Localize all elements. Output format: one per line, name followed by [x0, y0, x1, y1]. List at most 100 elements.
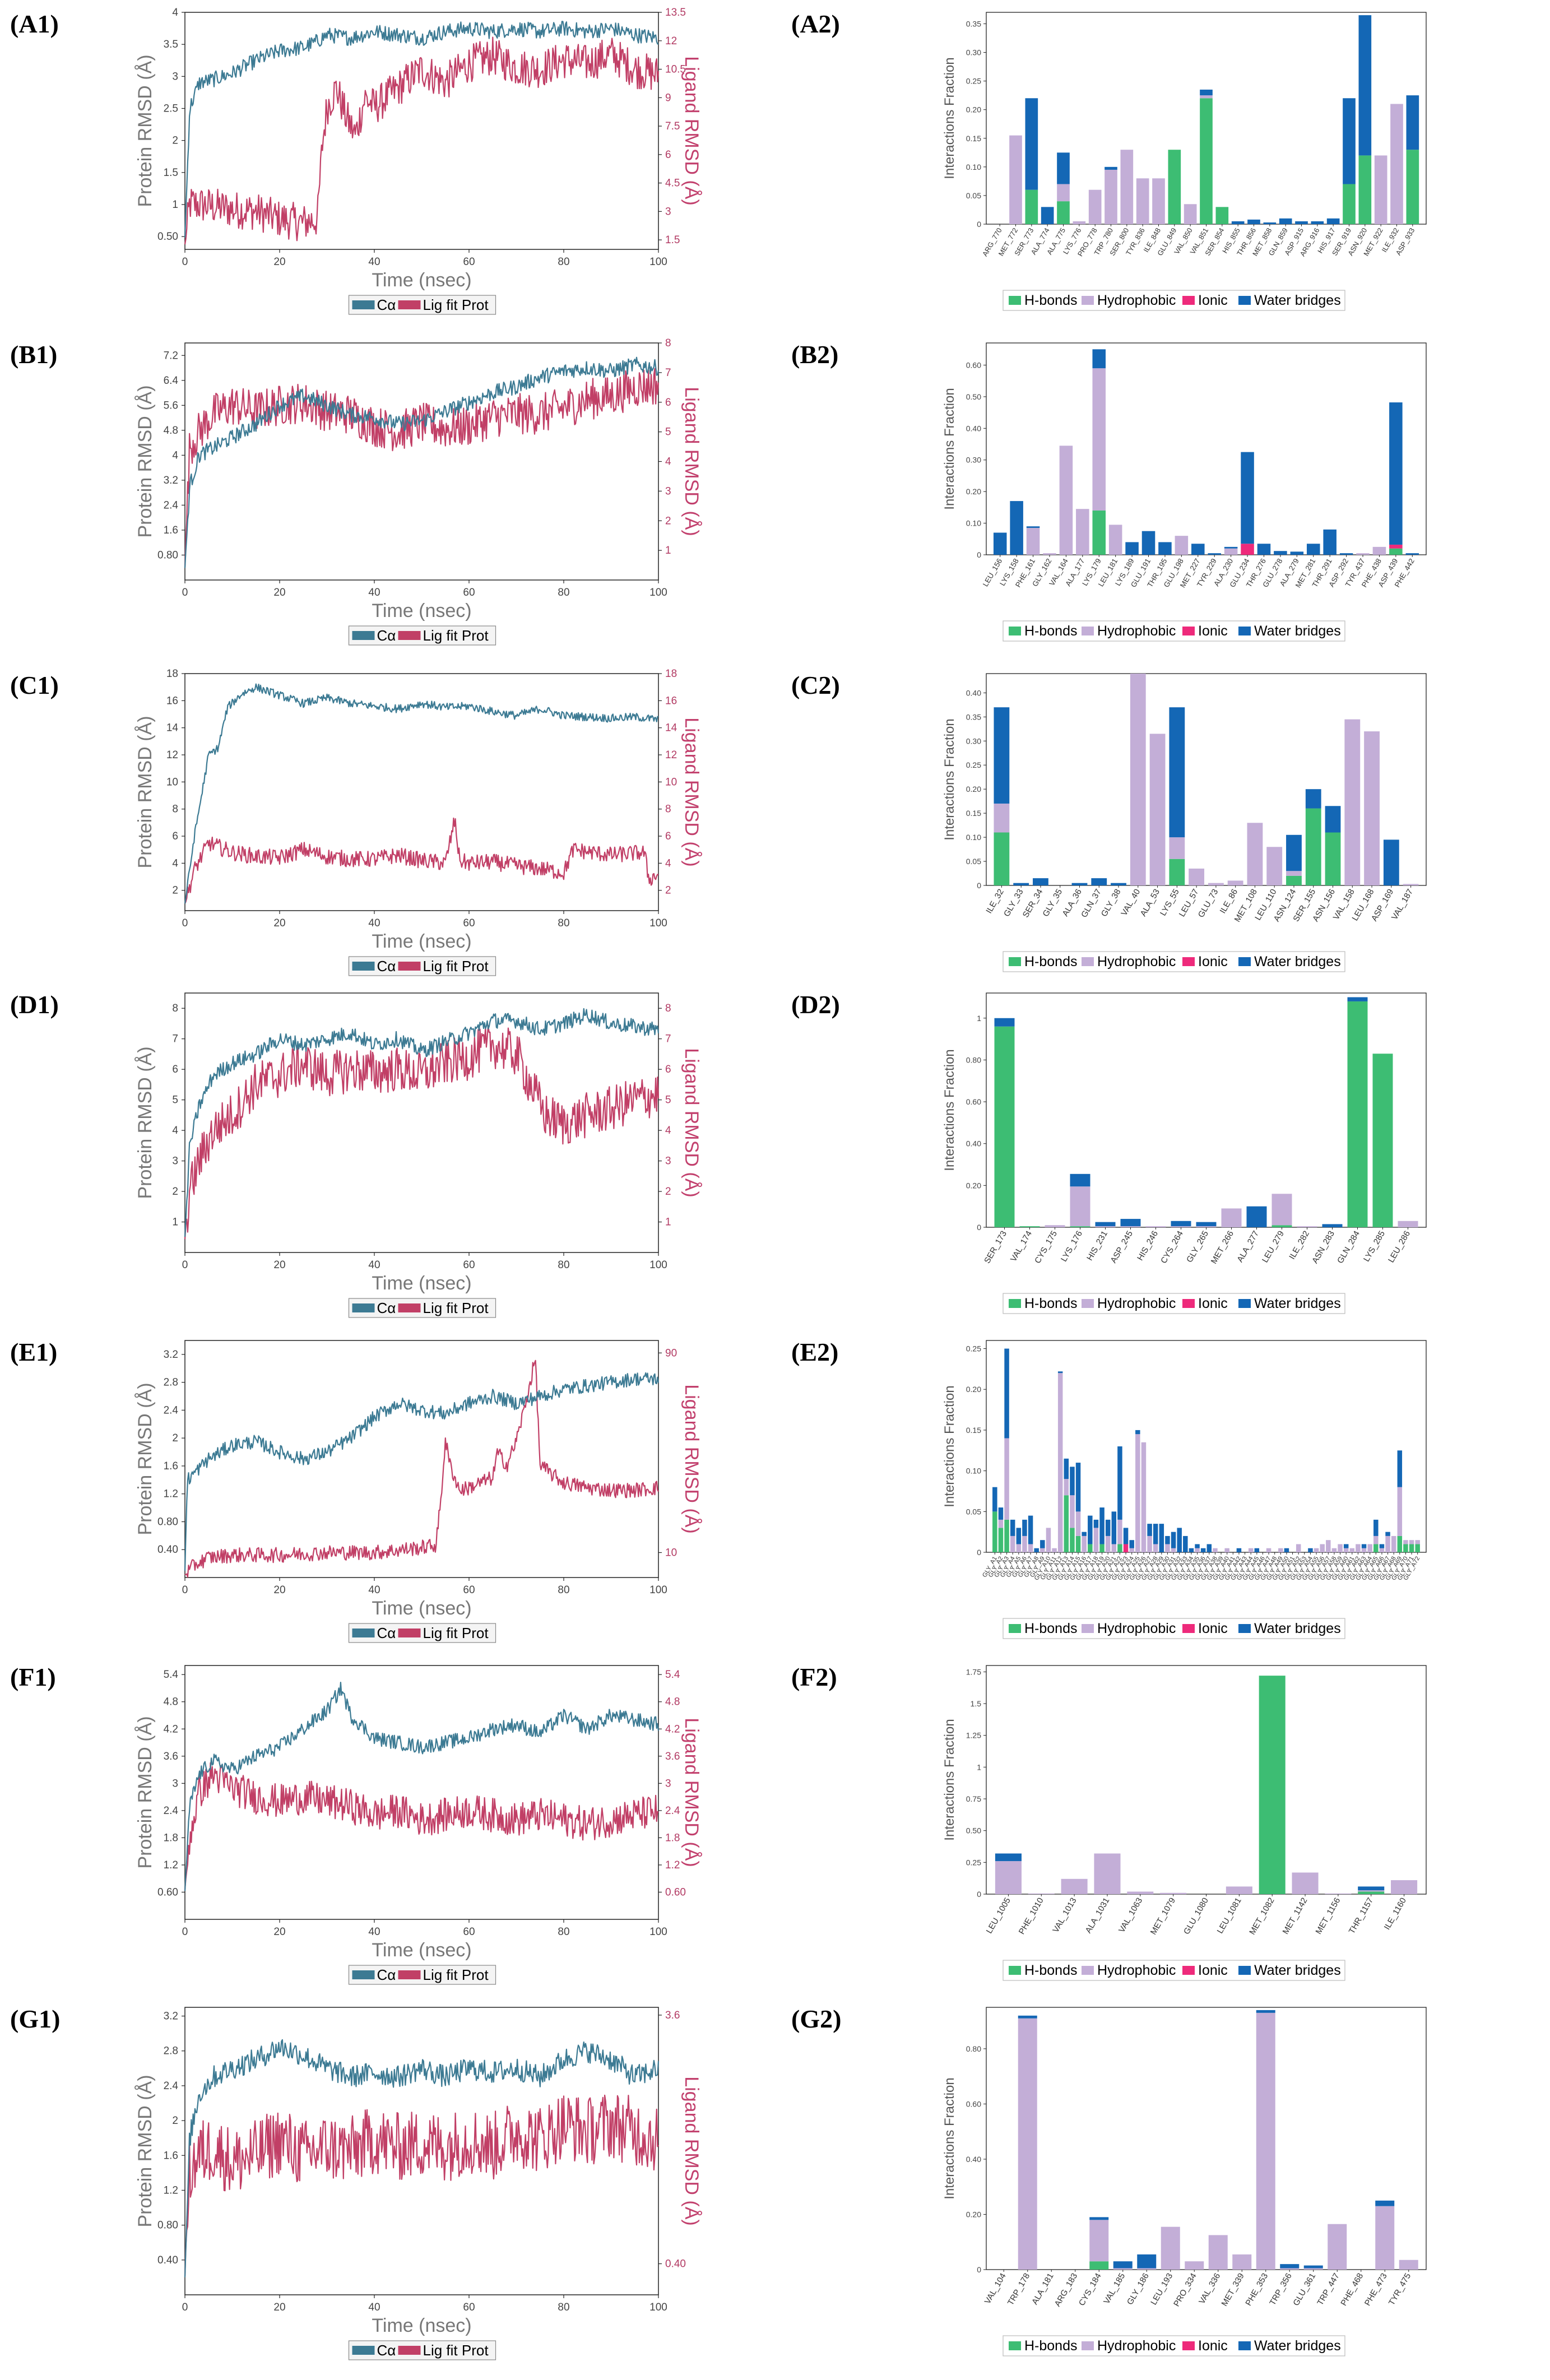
- interactions-legend: H-bonds Hydrophobic Ionic Water bridges: [1003, 951, 1345, 972]
- y2-tick-label: 1.2: [665, 1859, 680, 1871]
- bar-water: [1183, 1535, 1188, 1552]
- x-tick-label: ALA_181: [1030, 2272, 1056, 2307]
- x-tick-label: 20: [273, 1926, 285, 1938]
- bar-water: [1089, 2217, 1109, 2220]
- x-tick-label: 0: [182, 587, 188, 599]
- bar-hydrophobic: [1185, 2261, 1204, 2270]
- bar-water: [1256, 2010, 1275, 2013]
- bar-water: [1247, 219, 1260, 224]
- y2-axis-label: Ligand RMSD (Å): [681, 1048, 702, 1197]
- legend-label-protein: Cα: [377, 1966, 396, 1983]
- y-tick-label: 0.05: [966, 857, 981, 866]
- bar-hydrophobic: [1195, 1548, 1200, 1552]
- bar-water: [1379, 1544, 1385, 1548]
- y-tick-label: 8: [172, 1003, 178, 1014]
- legend-swatch-water: [1238, 627, 1251, 635]
- rmsd-legend: Cα Lig fit Prot: [348, 1965, 496, 1985]
- protein-rmsd-line: [184, 683, 659, 904]
- y-tick-label: 3.2: [164, 2011, 178, 2022]
- interactions-chart-5: (F2) 0 0.25 0.50 0.75 1 1.25 1.5 1.75 Interaction…: [791, 1663, 1427, 1981]
- bar-hydrophobic: [1043, 553, 1056, 555]
- bar-water: [1010, 1519, 1015, 1536]
- y-tick-label: 0.80: [157, 2220, 178, 2231]
- y-axis-label: Protein RMSD (Å): [134, 1046, 156, 1199]
- y-tick-label: 0.30: [966, 736, 981, 745]
- bar-water: [1025, 98, 1038, 190]
- bar-hbonds: [1259, 1676, 1286, 1894]
- x-tick-label: LYS_176: [1059, 1230, 1084, 1264]
- x-tick-label: TYR_475: [1387, 2272, 1413, 2307]
- y-tick-label: 5.6: [164, 400, 178, 411]
- bar-hydrophobic: [1059, 446, 1073, 555]
- bar-hydrophobic: [1221, 1208, 1242, 1227]
- y2-axis-label: Ligand RMSD (Å): [681, 717, 702, 866]
- y2-tick-label: 8: [665, 1003, 671, 1014]
- bar-water: [1165, 1535, 1170, 1544]
- y2-tick-label: 0.40: [665, 2258, 686, 2270]
- y-tick-label: 0.40: [157, 2254, 178, 2266]
- x-tick-label: GLU_1080: [1182, 1896, 1210, 1936]
- y-tick-label: 0.25: [966, 1344, 981, 1353]
- bar-hbonds: [1169, 859, 1185, 885]
- bar-hydrophobic: [1135, 1434, 1140, 1552]
- bar-hbonds: [1305, 808, 1321, 885]
- bar-water: [1095, 1222, 1116, 1227]
- bar-water: [1125, 542, 1139, 555]
- bar-water: [994, 707, 1010, 804]
- legend-label-protein: Cα: [377, 296, 396, 313]
- bar-water: [1010, 501, 1023, 555]
- interactions-chart-4: (E2) 0 0.05 0.10 0.15 0.20 0.25 Interactions Fr…: [791, 1338, 1427, 1639]
- y2-tick-label: 13.5: [665, 7, 686, 18]
- y-axis-label: Interactions Fraction: [942, 1049, 957, 1171]
- protein-rmsd-line: [184, 1008, 660, 1237]
- x-tick-label: 0: [182, 1584, 188, 1596]
- y-tick-label: 0.05: [966, 1507, 981, 1516]
- panel-label: (D2): [791, 990, 840, 1019]
- x-tick-label: LYS_285: [1362, 1230, 1387, 1264]
- y-tick-label: 0.40: [966, 1139, 981, 1148]
- x-tick-label: 0: [182, 1926, 188, 1938]
- bar-hbonds: [1215, 207, 1229, 224]
- x-tick-label: GLY_265: [1185, 1230, 1210, 1264]
- rmsd-chart-5: (F1) 0 20 40 60 80 100 0.60 1.2 1.8 2.4 3 3.6 4.2 4.8 5…: [10, 1663, 702, 1985]
- bar-water: [1322, 1224, 1343, 1227]
- x-tick-label: ARG_183: [1053, 2272, 1080, 2309]
- legend-label-ligand: Lig fit Prot: [423, 627, 489, 644]
- legend-label-water: Water bridges: [1254, 1963, 1341, 1978]
- y2-tick-label: 2.4: [665, 1805, 680, 1817]
- bar-water: [1263, 222, 1277, 224]
- bar-hydrophobic: [1213, 1548, 1218, 1552]
- bar-water: [992, 1487, 997, 1512]
- bar-water: [993, 532, 1007, 555]
- y-tick-label: 0: [977, 220, 981, 229]
- y-tick-label: 6.4: [164, 375, 179, 387]
- rmsd-legend: Cα Lig fit Prot: [348, 2340, 496, 2360]
- x-tick-label: MET_1142: [1281, 1896, 1310, 1936]
- rmsd-legend: Cα Lig fit Prot: [348, 625, 496, 646]
- interactions-chart-6: (G2) 0 0.20 0.40 0.60 0.80 Interactions Fracti…: [791, 2005, 1427, 2356]
- bar-water: [1191, 544, 1205, 555]
- bar-water: [1257, 544, 1271, 555]
- x-tick-label: 100: [649, 2302, 667, 2313]
- bar-water: [1141, 531, 1155, 555]
- legend-swatch-ionic: [1182, 627, 1195, 635]
- y-axis-label: Protein RMSD (Å): [134, 2075, 156, 2227]
- x-tick-label: 0: [182, 917, 188, 929]
- x-tick-label: GLU_361: [1291, 2272, 1317, 2308]
- bar-hydrophobic: [1297, 1226, 1317, 1227]
- bar-hbonds: [992, 1511, 997, 1552]
- bar-water: [1064, 1458, 1069, 1479]
- y2-tick-label: 12: [665, 35, 677, 47]
- x-tick-label: TRP_356: [1268, 2272, 1293, 2307]
- y-tick-label: 0.75: [966, 1794, 981, 1803]
- y2-tick-label: 4.2: [665, 1723, 680, 1735]
- y-axis-label: Interactions Fraction: [942, 2077, 957, 2199]
- legend-label-hbonds: H-bonds: [1024, 954, 1078, 969]
- bar-hbonds: [1347, 1001, 1368, 1227]
- bar-hbonds: [1168, 150, 1181, 224]
- x-tick-label: 20: [273, 2302, 285, 2313]
- bar-hydrophobic: [1016, 1544, 1022, 1552]
- x-tick-label: 80: [558, 1259, 569, 1271]
- bar-hydrophobic: [1328, 2224, 1347, 2270]
- x-tick-label: 60: [463, 1259, 475, 1271]
